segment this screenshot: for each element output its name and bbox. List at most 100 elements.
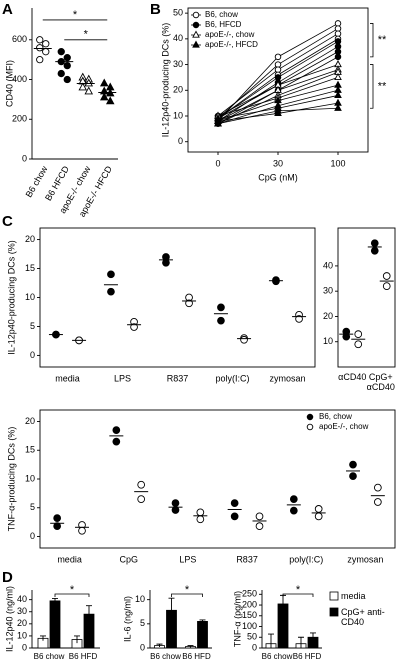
- legend-label: media: [341, 591, 366, 601]
- marker: [63, 54, 71, 62]
- x-tick-label: LPS: [114, 373, 131, 383]
- error-bar: [199, 619, 206, 623]
- error-bar: [74, 635, 80, 644]
- significance-bracket: [370, 64, 374, 109]
- marker: [370, 239, 379, 248]
- legend-label: B6, chow: [319, 412, 352, 421]
- y-tick-label: 15: [25, 445, 35, 455]
- marker: [382, 282, 391, 290]
- marker: [274, 53, 282, 61]
- y-tick-label: 10: [323, 336, 333, 346]
- marker: [112, 426, 121, 434]
- marker: [137, 480, 146, 489]
- legend-label: B6, chow: [205, 10, 238, 19]
- x-axis-label: CpG (nM): [258, 172, 298, 182]
- y-axis-label: CD40 (MFI): [4, 60, 14, 107]
- marker: [63, 75, 71, 84]
- plot-frame: [337, 227, 396, 368]
- marker: [295, 315, 303, 323]
- x-tick-label: 100: [330, 158, 345, 168]
- marker: [192, 30, 200, 38]
- marker: [349, 460, 357, 469]
- marker: [274, 106, 282, 114]
- x-tick-label: B6 HFD: [182, 652, 211, 661]
- y-tick-label: 40: [17, 594, 27, 604]
- x-tick-label: media: [57, 554, 82, 564]
- marker: [334, 72, 342, 81]
- y-axis-label: IL-12p40-producing DCs (%): [160, 23, 170, 138]
- marker: [382, 272, 391, 280]
- y-tick-label: 5: [30, 502, 35, 512]
- marker: [354, 330, 363, 338]
- marker: [84, 86, 94, 95]
- marker: [107, 287, 115, 296]
- y-tick-label: 50: [173, 8, 183, 18]
- x-tick-label: poly(I:C): [289, 554, 323, 564]
- significance-label: **: [378, 34, 387, 46]
- marker: [192, 11, 200, 19]
- error-bar: [40, 635, 46, 641]
- error-bar: [168, 597, 175, 623]
- x-tick-label: αCD40: [338, 372, 367, 382]
- marker: [373, 498, 382, 506]
- marker: [36, 36, 44, 44]
- marker: [354, 340, 363, 349]
- y-tick-label: 250: [242, 589, 257, 599]
- legend-label: apoE-/-, chow: [319, 422, 369, 431]
- marker: [314, 512, 323, 521]
- y-tick-label: 50: [247, 632, 257, 642]
- marker: [112, 437, 121, 446]
- panel-label: C: [2, 213, 13, 230]
- y-tick-label: 150: [242, 610, 257, 620]
- x-tick-label: media: [55, 373, 80, 383]
- marker: [99, 78, 109, 87]
- significance-bracket: [282, 593, 314, 597]
- legend-label: B6, HFCD: [205, 20, 242, 29]
- error-bar: [298, 636, 304, 648]
- significance-bracket: [370, 23, 374, 58]
- marker: [36, 56, 44, 64]
- marker: [171, 499, 180, 508]
- marker: [334, 90, 342, 99]
- marker: [171, 506, 180, 514]
- y-tick-label: 0: [30, 531, 35, 541]
- marker: [240, 335, 248, 344]
- y-tick-label: 0: [178, 136, 183, 146]
- marker: [230, 499, 239, 508]
- marker: [289, 495, 298, 503]
- y-tick-label: 20: [25, 416, 35, 426]
- y-tick-label: 30: [17, 606, 27, 616]
- marker: [349, 472, 357, 480]
- marker: [370, 246, 379, 255]
- x-tick-label: B6 chow: [150, 652, 181, 661]
- marker: [63, 61, 71, 70]
- y-tick-label: 10: [25, 473, 35, 483]
- marker: [130, 323, 138, 331]
- marker: [272, 277, 280, 286]
- bar: [49, 600, 61, 649]
- error-bar: [268, 633, 274, 648]
- error-bar: [52, 598, 58, 604]
- x-tick-label: B6 HFD: [69, 652, 98, 661]
- x-tick-label: 0: [215, 158, 220, 168]
- y-tick-label: 5: [30, 321, 35, 331]
- y-tick-label: 200: [12, 114, 27, 124]
- error-bar: [86, 605, 92, 623]
- y-tick-label: 40: [323, 260, 333, 270]
- marker: [53, 514, 62, 522]
- marker: [36, 44, 44, 52]
- x-tick-label: CpG: [119, 554, 138, 564]
- y-tick-label: 100: [242, 621, 257, 631]
- marker: [99, 92, 109, 101]
- y-tick-label: 0: [22, 642, 27, 652]
- marker: [57, 69, 65, 78]
- significance-label: *: [84, 29, 89, 41]
- marker: [42, 40, 50, 48]
- y-tick-label: 40: [173, 33, 183, 43]
- legend-swatch: [329, 591, 339, 601]
- error-bar: [187, 645, 194, 648]
- y-tick-label: 20: [25, 234, 35, 244]
- y-tick-label: 30: [323, 286, 333, 296]
- significance-label: *: [70, 584, 75, 596]
- y-tick-label: 5: [140, 618, 145, 628]
